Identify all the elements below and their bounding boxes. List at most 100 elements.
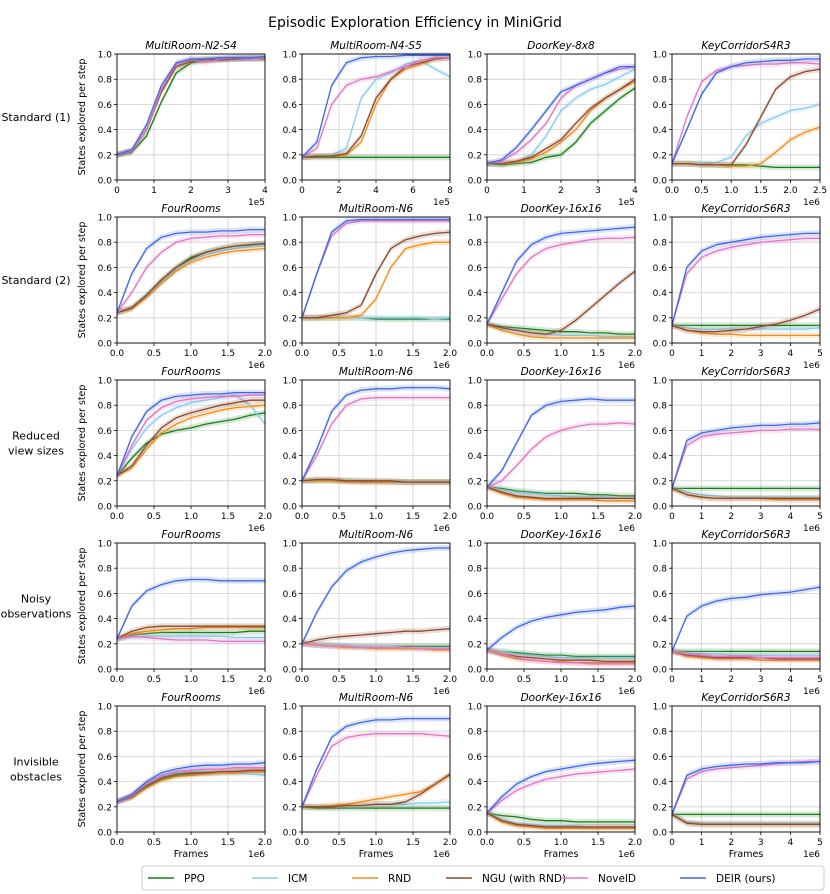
x-tick-label: 0	[299, 186, 305, 196]
series-line	[486, 87, 636, 166]
series-line	[301, 220, 450, 319]
x-scale-label: 1e6	[618, 361, 635, 371]
series-line	[486, 398, 635, 488]
y-axis-label: States explored per step	[77, 711, 88, 828]
y-tick-label: 0.4	[468, 289, 483, 299]
y-tick-label: 0.2	[283, 151, 297, 161]
panel: 0.0 0.2 0.4 0.6 0.8 1.0 0.0 0.5 1.0 1.5 2.0 DoorKey…	[468, 203, 643, 371]
panel-title: KeyCorridorS6R3	[701, 366, 790, 378]
plot-area	[672, 543, 820, 669]
x-tick-label: 0.5	[517, 675, 531, 685]
panel-title: KeyCorridorS6R3	[701, 203, 790, 215]
panel-title: MultiRoom-N2-S4	[145, 40, 237, 52]
series-band	[302, 771, 450, 810]
x-scale-label: 1e6	[618, 850, 635, 860]
x-tick-label: 4	[262, 186, 268, 196]
y-tick-label: 0.2	[468, 803, 482, 813]
x-tick-label: 2	[728, 512, 734, 522]
panel-title: DoorKey-16x16	[521, 529, 602, 541]
series-band	[672, 419, 820, 492]
y-tick-label: 1.0	[653, 377, 668, 387]
legend-label: DEIR (ours)	[716, 873, 776, 885]
x-tick-label: 1.0	[184, 838, 199, 848]
x-scale-label: 1e6	[248, 687, 265, 697]
series-line	[671, 422, 821, 489]
plot-area	[672, 380, 820, 506]
y-tick-label: 0.2	[653, 151, 667, 161]
y-tick-label: 0.2	[283, 803, 297, 813]
x-tick-label: 8	[447, 186, 453, 196]
axes-frame	[116, 379, 266, 507]
y-tick-label: 1.0	[653, 703, 668, 713]
x-tick-label: 0	[669, 512, 675, 522]
panel: 0.0 0.2 0.4 0.6 0.8 1.0 0.0 0.5 1.0 1.5 2.0 FourRoo…	[77, 692, 272, 860]
series-line	[301, 57, 450, 158]
x-tick-label: 0.0	[295, 838, 310, 848]
axes-frame	[671, 542, 821, 670]
y-tick-label: 1.0	[468, 540, 483, 550]
y-tick-label: 0.2	[653, 314, 667, 324]
series-line	[116, 767, 265, 803]
y-tick-label: 0.8	[283, 239, 298, 249]
y-tick-label: 0.6	[653, 427, 668, 437]
series-line	[301, 54, 450, 158]
x-scale-label: 1e6	[803, 361, 820, 371]
x-scale-label: 1e5	[618, 198, 635, 208]
series-line	[486, 649, 635, 664]
y-tick-label: 0.8	[98, 76, 113, 86]
series-line	[486, 759, 636, 814]
series-band	[487, 647, 635, 665]
panel-grid: 0.0 0.2 0.4 0.6 0.8 1.0 0 1 2 3 4 MultiRoom-N2-S4 1e…	[77, 40, 827, 860]
series-line	[301, 218, 450, 319]
series-line	[116, 399, 265, 477]
x-tick-label: 3	[758, 512, 764, 522]
series-line	[302, 231, 451, 319]
panel-title: MultiRoom-N6	[339, 203, 414, 215]
series-band	[117, 576, 265, 642]
y-tick-label: 1.0	[653, 540, 668, 550]
x-tick-label: 3	[758, 349, 764, 359]
panel: 0.0 0.2 0.4 0.6 0.8 1.0 0.0 0.5 1.0 1.5 2.0 FourRoo…	[77, 203, 272, 371]
series-line	[486, 486, 635, 500]
series-band	[302, 640, 450, 652]
x-tick-label: 1.0	[724, 186, 739, 196]
panel: 0.0 0.2 0.4 0.6 0.8 1.0 0.0 0.5 1.0 1.5 2.0 MultiRo…	[283, 692, 458, 860]
y-tick-label: 0.6	[468, 427, 483, 437]
series-line	[116, 626, 265, 640]
y-tick-label: 0.8	[468, 728, 483, 738]
x-tick-label: 1.5	[591, 349, 605, 359]
y-tick-label: 1.0	[98, 703, 113, 713]
series-line	[671, 58, 820, 164]
y-tick-label: 0.0	[468, 829, 483, 839]
series-band	[487, 63, 635, 167]
y-axis-label: States explored per step	[77, 548, 88, 665]
series-band	[672, 584, 820, 655]
x-scale-label: 1e6	[248, 361, 265, 371]
panel-title: MultiRoom-N4-S5	[330, 40, 422, 52]
axes-frame	[301, 705, 451, 833]
y-tick-label: 0.6	[653, 590, 668, 600]
y-tick-label: 0.0	[653, 503, 668, 513]
series-line	[301, 478, 450, 483]
x-tick-label: 1	[699, 349, 705, 359]
x-tick-label: 5	[817, 838, 823, 848]
series-band	[117, 624, 265, 642]
y-tick-label: 0.6	[653, 101, 668, 111]
x-tick-label: 1.0	[369, 675, 384, 685]
x-tick-label: 0.0	[295, 675, 310, 685]
series-line	[116, 242, 266, 314]
x-tick-label: 2.0	[258, 675, 273, 685]
x-tick-label: 1.5	[221, 838, 235, 848]
y-tick-label: 0.8	[283, 402, 298, 412]
legend: PPO ICM RND NGU (with RND) NovelD DEIR (ours)	[141, 865, 825, 891]
y-tick-label: 0.0	[98, 503, 113, 513]
panel: 0.0 0.2 0.4 0.6 0.8 1.0 0.0 0.5 1.0 1.5 2.0 DoorKey…	[468, 692, 643, 860]
series-band	[487, 647, 635, 667]
panel: 0.0 0.2 0.4 0.6 0.8 1.0 0.0 0.5 1.0 1.5 2.0 MultiRo…	[283, 203, 458, 371]
x-scale-label: 1e6	[803, 687, 820, 697]
series-band	[672, 758, 820, 818]
x-tick-label: 5	[817, 349, 823, 359]
panel: 0.0 0.2 0.4 0.6 0.8 1.0 0.0 0.5 1.0 1.5 2.0 2.5 KeyC…	[653, 40, 827, 208]
x-tick-label: 1.5	[591, 675, 605, 685]
row-label: Noisy	[21, 593, 52, 606]
